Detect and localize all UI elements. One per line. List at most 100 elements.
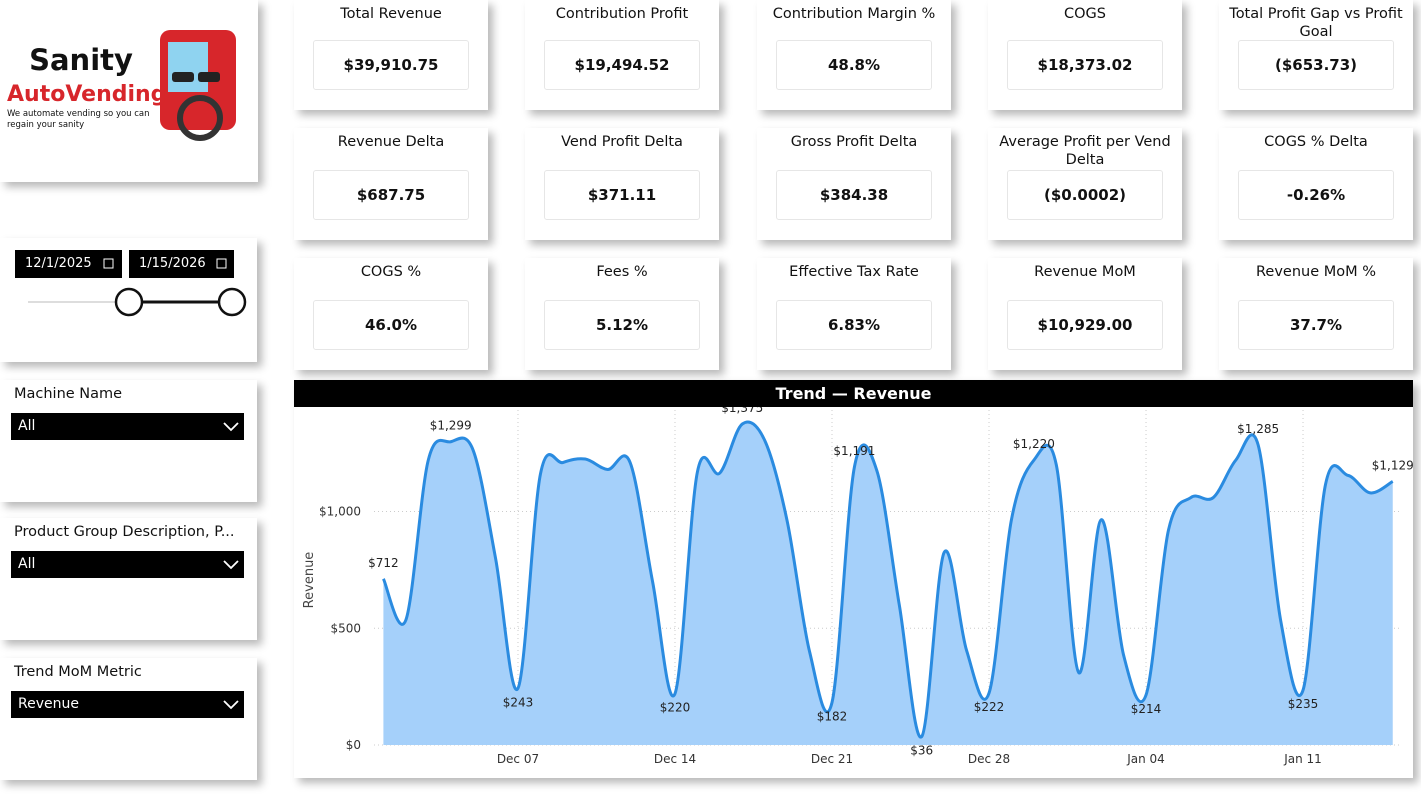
calendar-icon [216,258,227,269]
kpi-value: ($0.0002) [1007,170,1163,220]
chart: Revenue $0 $500 $1,000 Dec 07 Dec 14 Dec 21 De… [302,407,1413,766]
logo-glasses [198,72,220,82]
logo-tagline: We automate vending so you can regain yo… [7,109,150,130]
dropdown-value: Revenue [18,696,79,712]
kpi-value: 46.0% [313,300,469,350]
x-tick-label: Dec 14 [654,752,696,766]
kpi-value: $19,494.52 [544,40,700,90]
kpi-card: Vend Profit Delta $371.11 [525,128,719,240]
slicer-card: Trend MoM Metric Revenue [0,658,257,780]
kpi-title: Vend Profit Delta [561,134,683,150]
line [382,420,1394,739]
kpi-value: 37.7% [1238,300,1394,350]
kpi-title: Contribution Margin % [772,6,936,22]
logo-glasses [172,72,194,82]
kpi-title: COGS % [360,264,422,280]
data-label: $1,129 [1372,458,1413,472]
kpi-title: Revenue MoM % [1255,264,1377,280]
kpi-card: COGS % Delta -0.26% [1219,128,1413,240]
data-label: $243 [503,695,534,709]
kpi-card: COGS % 46.0% [294,258,488,370]
data-label: $1,375 [721,407,763,415]
dropdown-value: All [18,418,36,434]
kpi-card: Revenue MoM % 37.7% [1219,258,1413,370]
kpi-value: 5.12% [544,300,700,350]
data-label: $182 [817,710,848,724]
kpi-value: 48.8% [776,40,932,90]
kpi-card: Contribution Profit $19,494.52 [525,0,719,110]
x-tick-label: Dec 21 [811,752,853,766]
kpi-card: Gross Profit Delta $384.38 [757,128,951,240]
kpi-value: $687.75 [313,170,469,220]
data-label: $235 [1288,697,1319,711]
kpi-card: Effective Tax Rate 6.83% [757,258,951,370]
kpi-card: Revenue MoM $10,929.00 [988,258,1182,370]
slider-handle[interactable] [114,287,144,317]
dropdown-value: All [18,556,36,572]
slicer-label: Product Group Description, P... [14,524,235,540]
kpi-title: Revenue MoM [1034,264,1136,280]
slider-handle[interactable] [217,287,247,317]
y-axis-title: Revenue [302,552,317,609]
slicer-card: Machine Name All [0,380,257,502]
x-tick-label: Jan 11 [1283,752,1322,766]
area [383,421,1393,745]
chart-title: Trend — Revenue [294,380,1413,407]
data-label: $214 [1131,702,1162,716]
date-slider [28,258,247,317]
kpi-card: COGS $18,373.02 [988,0,1182,110]
data-label: $712 [368,556,399,570]
kpi-title: Total Revenue [340,6,442,22]
kpi-title: COGS % Delta [1264,134,1368,150]
logo-window [168,42,208,92]
kpi-value: $384.38 [776,170,932,220]
kpi-title: Effective Tax Rate [789,264,919,280]
kpi-title: Contribution Profit [555,6,689,22]
kpi-title: Total Profit Gap vs Profit Goal [1229,6,1403,40]
kpi-value: $39,910.75 [313,40,469,90]
logo-name: AutoVending [7,82,166,107]
kpi-card: Contribution Margin % 48.8% [757,0,951,110]
dropdown[interactable]: All [11,413,244,440]
kpi-card: Revenue Delta $687.75 [294,128,488,240]
kpi-card: Average Profit per Vend Delta ($0.0002) [988,128,1182,240]
kpi-title: Gross Profit Delta [790,134,918,150]
x-tick-label: Dec 28 [968,752,1010,766]
x-tick-label: Dec 07 [497,752,539,766]
kpi-title: Revenue Delta [337,134,445,150]
chevron [223,560,239,570]
kpi-value: -0.26% [1238,170,1394,220]
slicer-label: Trend MoM Metric [14,664,142,680]
chevron [223,422,239,432]
logo-card: Sanity AutoVending We automate vending s… [0,0,258,182]
data-label: $36 [910,744,933,758]
dropdown[interactable]: Revenue [11,691,244,718]
y-tick-label: $500 [330,621,361,635]
y-tick-label: $1,000 [319,505,361,519]
kpi-value: $18,373.02 [1007,40,1163,90]
dropdown[interactable]: All [11,551,244,578]
chevron [223,700,239,710]
logo: Sanity AutoVending [7,30,236,141]
date-slicer: 12/1/2025 1/15/2026 [0,238,257,362]
kpi-value: ($653.73) [1238,40,1394,90]
kpi-value: 6.83% [776,300,932,350]
chart-card: Trend — Revenue Revenue $0 $500 $1,000 Dec … [294,380,1413,778]
logo-wheel [177,95,223,141]
kpi-card: Total Profit Gap vs Profit Goal ($653.73) [1219,0,1413,110]
data-label: $1,220 [1013,437,1055,451]
kpi-value: $371.11 [544,170,700,220]
data-label: $1,299 [430,419,472,433]
calendar-icon [103,258,114,269]
kpi-value: $10,929.00 [1007,300,1163,350]
kpi-title: COGS [1064,6,1106,22]
data-label: $222 [974,700,1005,714]
slicer-label: Machine Name [14,386,123,402]
kpi-card: Fees % 5.12% [525,258,719,370]
data-label: $1,285 [1237,422,1279,436]
data-label: $1,191 [833,444,875,458]
kpi-title: Fees % [596,264,648,280]
logo-name: Sanity [29,43,133,77]
kpi-title: Average Profit per Vend Delta [999,134,1171,168]
